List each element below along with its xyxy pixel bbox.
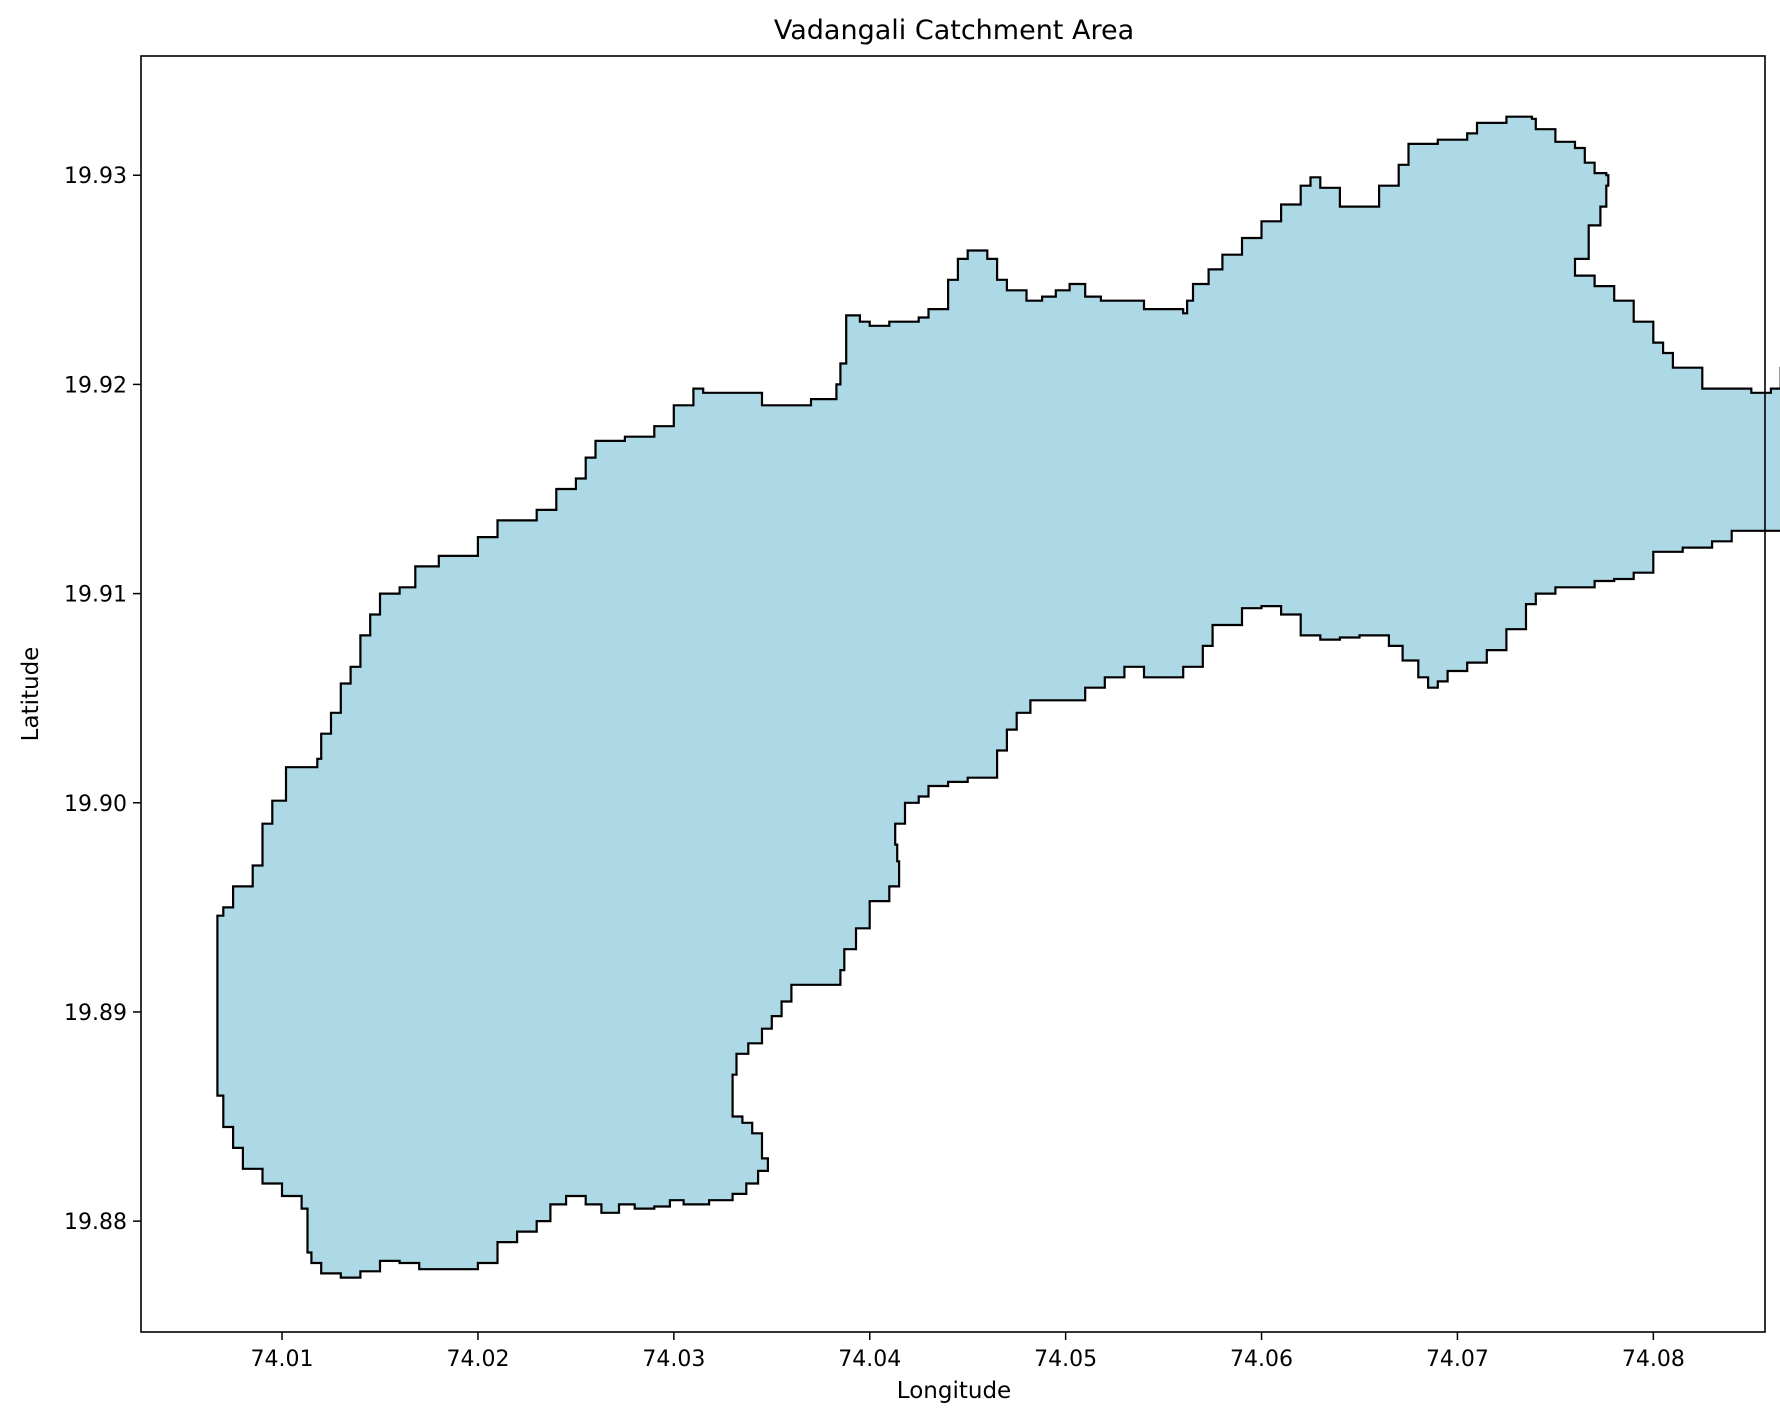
y-axis-ticks: 19.88 19.89 19.90 19.91 19.92 19.93 xyxy=(64,164,141,1235)
axes-frame xyxy=(140,55,1766,1333)
x-tick-label: 74.02 xyxy=(446,1347,509,1372)
catchment-area-polygon xyxy=(216,115,1780,1279)
y-tick-label: 19.89 xyxy=(64,1001,127,1026)
y-tick-label: 19.90 xyxy=(64,792,127,817)
x-tick-label: 74.03 xyxy=(642,1347,705,1372)
x-tick-label: 74.07 xyxy=(1426,1347,1489,1372)
x-tick-label: 74.01 xyxy=(251,1347,314,1372)
x-tick-label: 74.06 xyxy=(1230,1347,1293,1372)
x-axis-label: Longitude xyxy=(897,1378,1011,1404)
x-tick-label: 74.04 xyxy=(838,1347,901,1372)
y-tick-label: 19.92 xyxy=(64,373,127,398)
plot-area xyxy=(216,115,1780,1279)
y-tick-label: 19.93 xyxy=(64,164,127,189)
y-tick-label: 19.91 xyxy=(64,583,127,608)
x-axis-ticks: 74.01 74.02 74.03 74.04 74.05 74.06 74.07 74.08 xyxy=(251,1332,1685,1372)
y-tick-label: 19.88 xyxy=(64,1210,127,1235)
x-tick-label: 74.05 xyxy=(1034,1347,1097,1372)
map-title: Vadangali Catchment Area xyxy=(774,15,1134,46)
y-axis-label: Latitude xyxy=(18,647,44,742)
x-tick-label: 74.08 xyxy=(1622,1347,1685,1372)
